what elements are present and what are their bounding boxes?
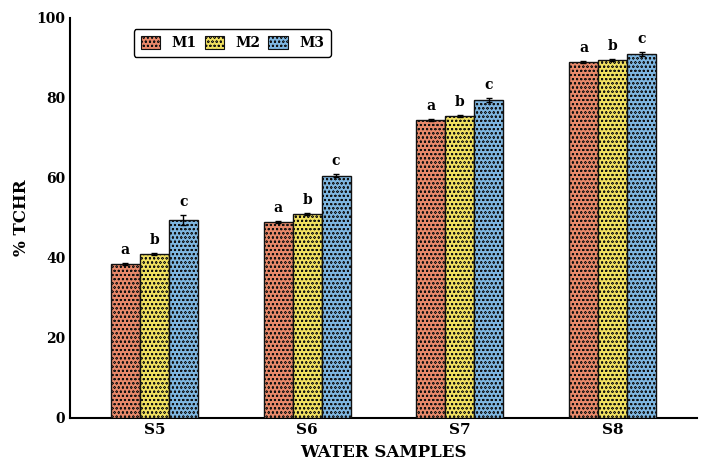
Text: c: c (484, 79, 493, 92)
X-axis label: WATER SAMPLES: WATER SAMPLES (300, 444, 467, 461)
Text: b: b (302, 193, 312, 207)
Text: b: b (455, 95, 464, 109)
Text: a: a (579, 41, 588, 55)
Bar (627, 54, 656, 418)
Text: c: c (637, 32, 646, 46)
Bar (140, 254, 169, 418)
Bar (474, 100, 503, 418)
Bar (569, 62, 598, 418)
Y-axis label: % TCHR: % TCHR (13, 180, 30, 256)
Text: a: a (274, 201, 283, 215)
Bar (264, 222, 293, 418)
Bar (445, 116, 474, 418)
Text: a: a (121, 243, 130, 257)
Text: b: b (608, 39, 618, 53)
Bar (169, 220, 198, 418)
Bar (598, 60, 627, 418)
Legend: M1, M2, M3: M1, M2, M3 (133, 29, 331, 57)
Bar (293, 214, 322, 418)
Text: c: c (179, 195, 188, 209)
Bar (111, 264, 140, 418)
Bar (416, 120, 445, 418)
Bar (322, 176, 350, 418)
Text: a: a (426, 99, 435, 113)
Text: b: b (150, 233, 160, 246)
Text: c: c (332, 154, 340, 168)
